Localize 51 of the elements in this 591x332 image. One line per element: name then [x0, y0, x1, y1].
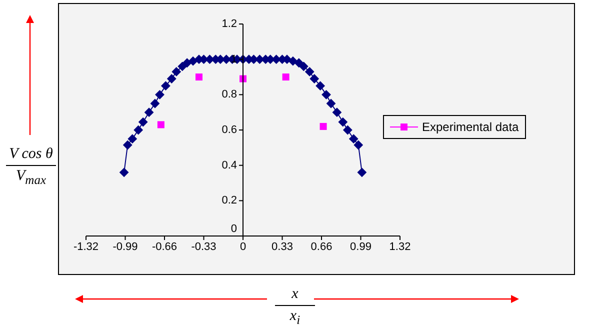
point — [326, 99, 336, 108]
point — [195, 74, 202, 80]
y-tick-label: 0.2 — [222, 194, 237, 207]
point — [320, 122, 327, 130]
x-tick-label: 1.32 — [389, 240, 411, 253]
x-tick-label: 0.33 — [272, 240, 293, 253]
point — [338, 118, 348, 127]
point — [282, 74, 290, 80]
point — [316, 81, 325, 90]
y-axis-title: V cos θ V$_{max}$ — [8, 146, 54, 188]
x-tick-label: 0.99 — [350, 240, 372, 253]
point — [343, 126, 352, 134]
y-tick-label: 0.6 — [222, 124, 237, 136]
point — [120, 168, 129, 177]
point — [157, 121, 164, 128]
y-tick-label: 0.8 — [222, 88, 237, 101]
point — [305, 67, 314, 76]
point — [150, 99, 160, 108]
point — [172, 67, 181, 76]
point — [322, 90, 331, 100]
point — [294, 58, 304, 68]
x-tick-label: 0.66 — [310, 240, 332, 253]
y-tick-label: 0 — [230, 223, 237, 235]
point — [128, 134, 137, 144]
y-tick-label: 1 — [230, 53, 237, 66]
point — [299, 62, 308, 71]
x-tick-label: 0 — [240, 240, 246, 253]
point — [182, 58, 192, 68]
legend-label: Experimental data — [422, 119, 519, 135]
x-axis-title: x x$_{i}$ — [288, 286, 302, 328]
point — [357, 168, 366, 177]
point — [138, 118, 148, 127]
x-tick-label: -1.32 — [73, 240, 99, 253]
point — [310, 74, 319, 84]
point — [288, 56, 298, 66]
point — [144, 108, 154, 117]
y-tick-label: 1.2 — [222, 18, 237, 30]
x-tick-label: -0.33 — [191, 240, 216, 253]
point — [167, 74, 176, 84]
point — [332, 108, 342, 117]
point — [188, 56, 198, 66]
y-tick-label: 0.4 — [222, 159, 237, 172]
x-tick-label: -0.66 — [152, 240, 178, 253]
point — [134, 126, 143, 134]
point — [178, 62, 187, 71]
point — [349, 134, 358, 144]
point — [354, 140, 363, 150]
point — [161, 81, 170, 90]
point — [155, 90, 164, 100]
point — [123, 140, 132, 150]
x-tick-label: -0.99 — [112, 240, 138, 253]
